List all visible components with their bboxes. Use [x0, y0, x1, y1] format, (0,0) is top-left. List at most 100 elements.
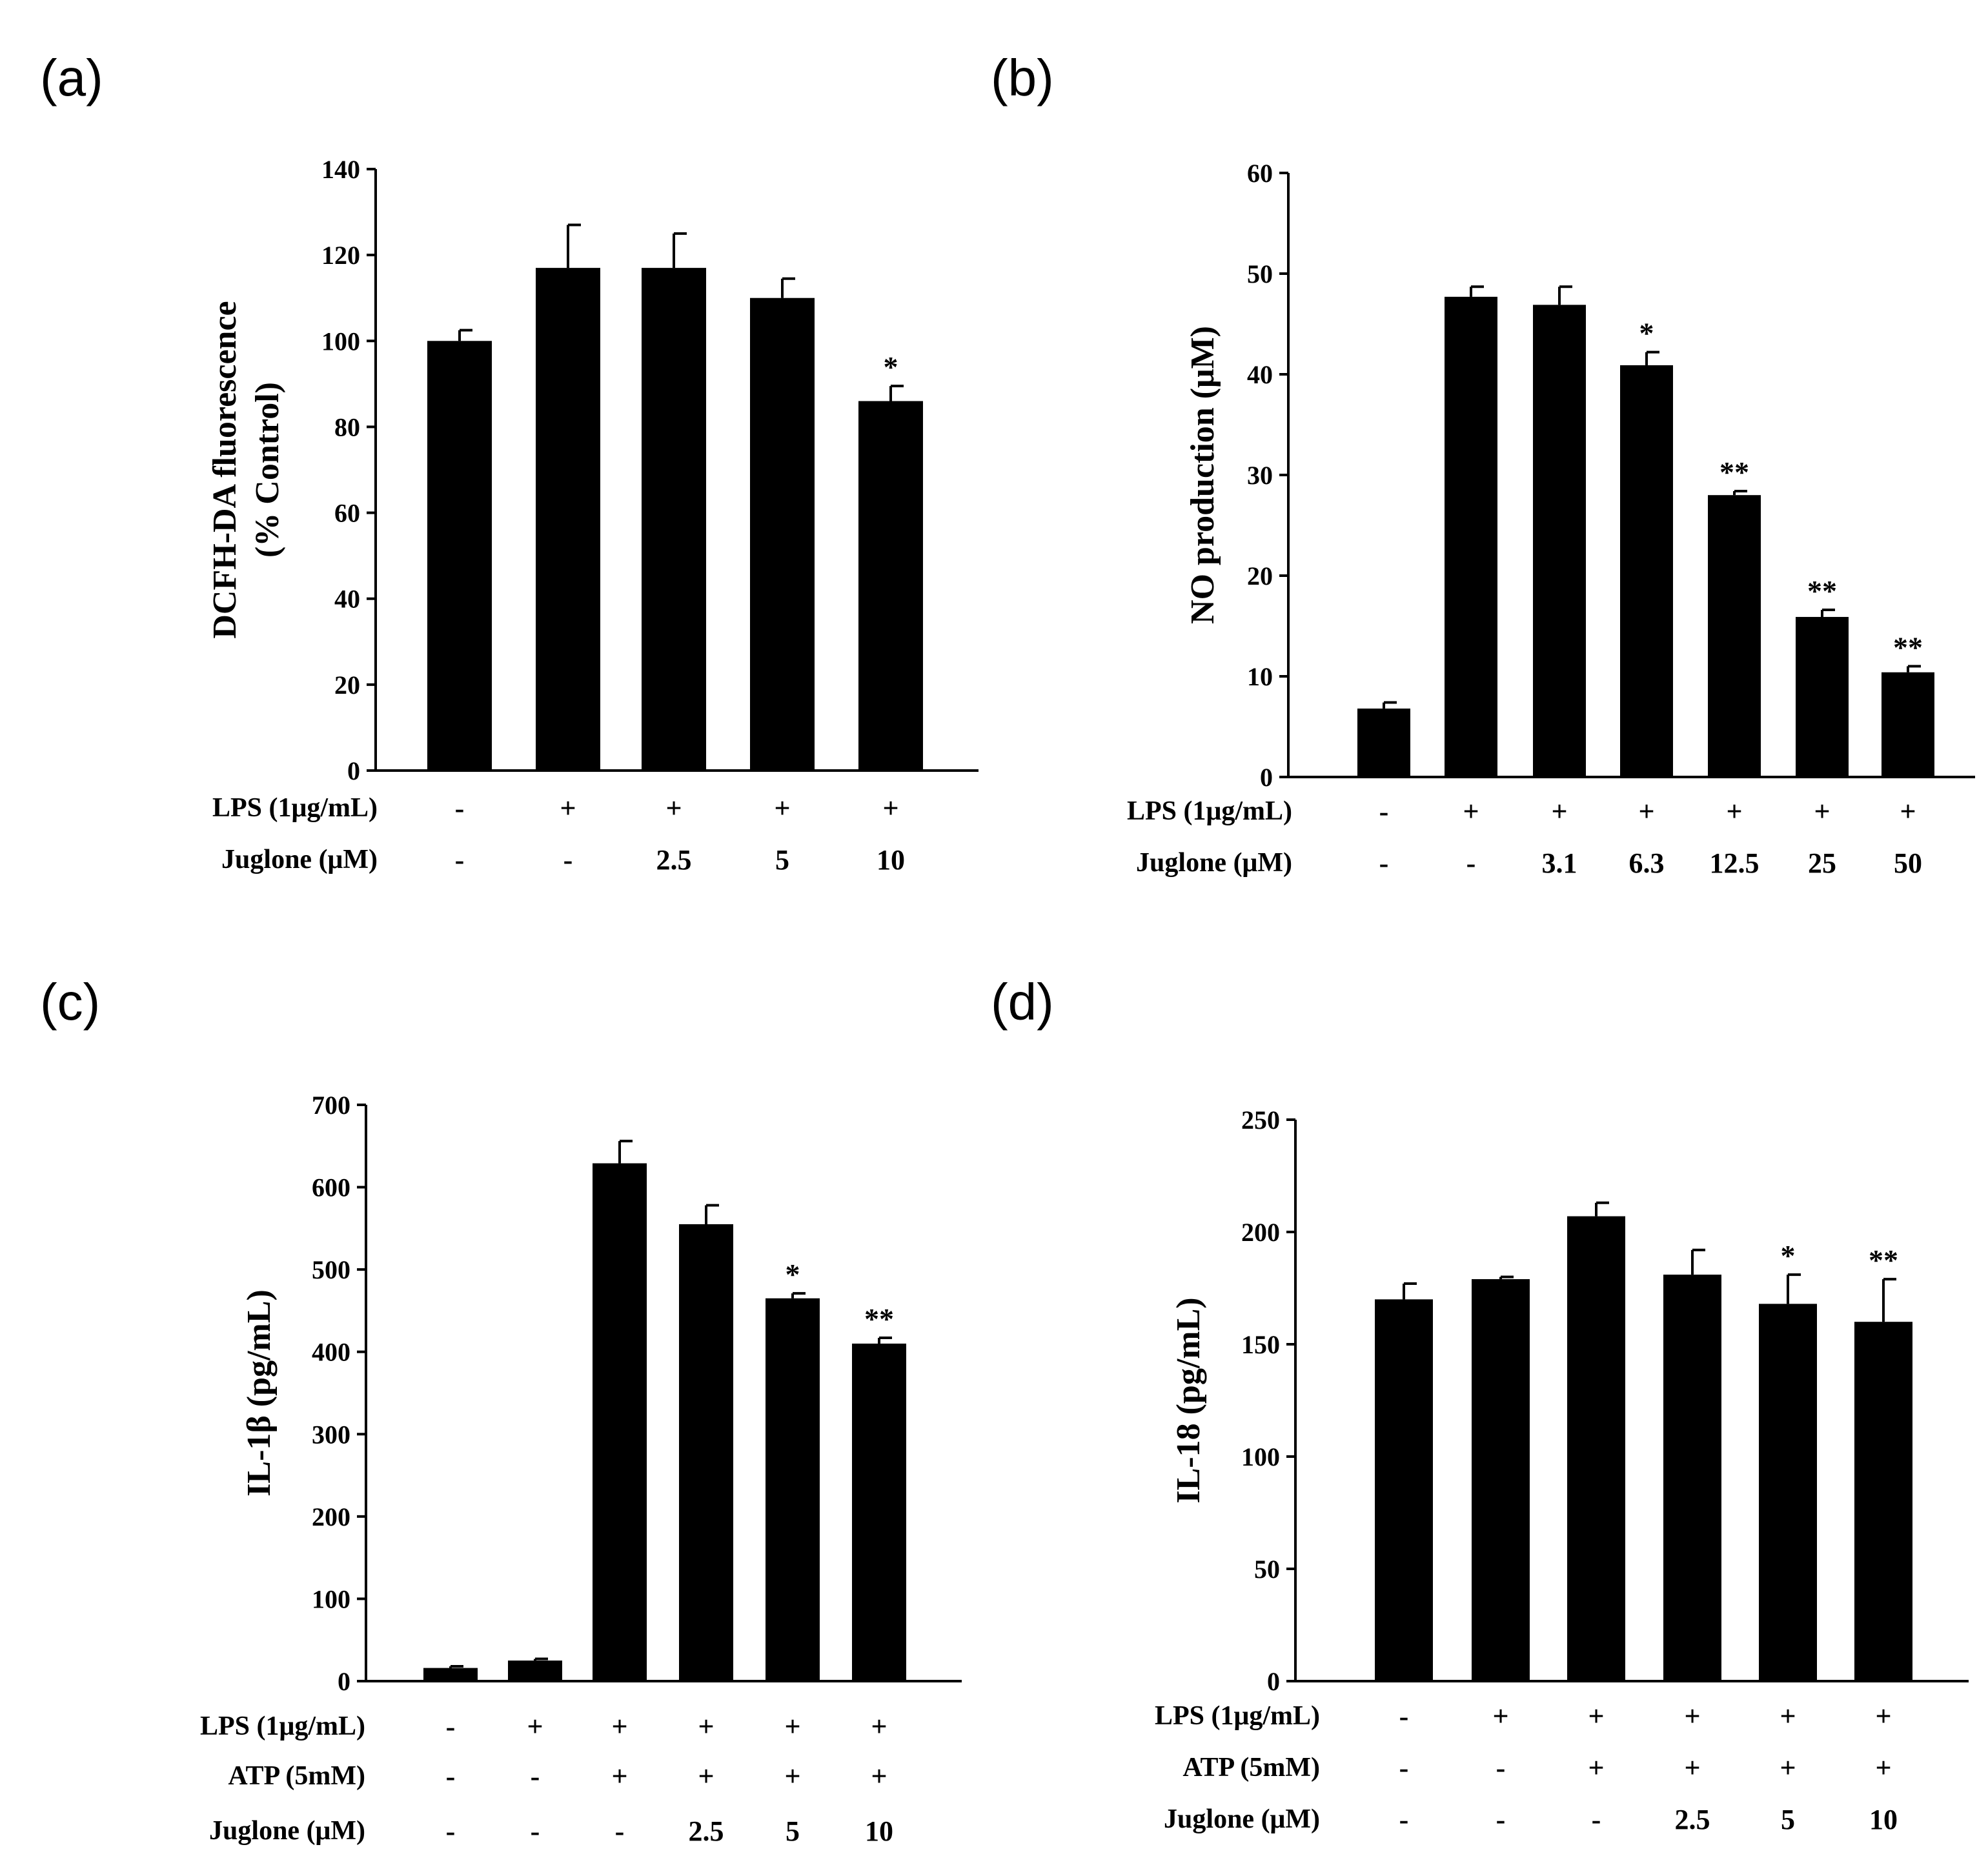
bar — [1357, 708, 1410, 777]
condition-label: LPS (1μg/mL) — [1127, 796, 1292, 826]
condition-value: + — [698, 1711, 714, 1742]
y-tick-label: 100 — [312, 1584, 350, 1613]
bar — [852, 1343, 906, 1681]
bar — [1375, 1299, 1433, 1681]
panel-a: (a) 0 20 40 60 80 100 120 140 DCFH-DA fluorescenc… — [40, 49, 979, 876]
significance-marker: * — [1639, 317, 1654, 350]
y-tick-label: 120 — [321, 241, 360, 270]
y-tick-label: 200 — [312, 1502, 350, 1531]
bar — [427, 341, 492, 771]
condition-value: - — [1399, 1752, 1409, 1784]
condition-value: - — [1399, 1700, 1409, 1732]
significance-marker: ** — [1719, 456, 1749, 489]
condition-value: + — [1492, 1700, 1508, 1732]
bar — [1663, 1275, 1721, 1681]
condition-value: + — [1463, 796, 1479, 827]
condition-value: - — [446, 1761, 456, 1792]
condition-label: Juglone (μM) — [209, 1816, 365, 1846]
condition-value: 5 — [775, 844, 789, 876]
condition-value: 6.3 — [1629, 847, 1665, 879]
condition-label: Juglone (μM) — [1136, 848, 1292, 878]
y-axis-title: IL-1β (pg/mL) — [241, 1289, 278, 1497]
bar — [1708, 495, 1761, 777]
condition-value: + — [784, 1761, 800, 1792]
significance-marker: * — [786, 1258, 800, 1291]
y-tick-label: 150 — [1241, 1330, 1280, 1359]
condition-value: - — [531, 1815, 540, 1847]
condition-value: + — [1684, 1752, 1700, 1784]
y-tick-label: 500 — [312, 1255, 350, 1284]
bar — [423, 1668, 478, 1681]
condition-value: - — [1496, 1804, 1506, 1835]
y-tick-label: 0 — [1260, 763, 1273, 792]
bar — [536, 268, 600, 771]
condition-value: + — [611, 1761, 627, 1792]
condition-value: + — [1588, 1752, 1604, 1784]
bar — [1445, 296, 1497, 777]
bar — [858, 401, 923, 771]
y-tick-label: 30 — [1247, 461, 1273, 490]
y-axis-title: DCFH-DA fluorescence — [207, 301, 243, 638]
condition-value: - — [446, 1815, 456, 1847]
condition-value: 10 — [877, 844, 905, 876]
condition-value: 2.5 — [656, 844, 692, 876]
condition-label: LPS (1μg/mL) — [212, 793, 378, 823]
condition-value: + — [1814, 796, 1830, 827]
significance-marker: ** — [864, 1302, 894, 1335]
condition-value: 2.5 — [1675, 1804, 1710, 1835]
y-axis-title: NO production (μM) — [1184, 326, 1221, 624]
condition-value: - — [1379, 847, 1389, 879]
panel-label: (a) — [40, 49, 103, 106]
condition-value: - — [563, 844, 573, 876]
y-tick-label: 300 — [312, 1420, 350, 1449]
significance-marker: * — [1781, 1239, 1796, 1272]
bar — [1854, 1322, 1912, 1681]
panel-label: (d) — [991, 973, 1054, 1031]
y-tick-label: 40 — [334, 585, 360, 614]
condition-value: + — [774, 792, 790, 824]
condition-value: + — [560, 792, 576, 824]
condition-value: + — [611, 1711, 627, 1742]
condition-value: - — [531, 1761, 540, 1792]
bar — [750, 298, 815, 771]
condition-value: + — [1900, 796, 1916, 827]
condition-value: 5 — [786, 1815, 800, 1847]
significance-marker: ** — [1807, 574, 1837, 607]
y-tick-label: 400 — [312, 1338, 350, 1367]
condition-value: + — [1875, 1700, 1891, 1732]
y-tick-label: 0 — [1267, 1667, 1280, 1696]
y-tick-label: 80 — [334, 412, 360, 441]
y-tick-label: 20 — [1247, 561, 1273, 590]
y-tick-label: 250 — [1241, 1105, 1280, 1135]
significance-marker: ** — [1893, 631, 1923, 663]
condition-value: 50 — [1894, 847, 1922, 879]
bar — [593, 1163, 647, 1681]
condition-value: 12.5 — [1710, 847, 1760, 879]
condition-value: + — [1684, 1700, 1700, 1732]
condition-value: 2.5 — [689, 1815, 724, 1847]
condition-value: + — [1780, 1752, 1796, 1784]
condition-value: + — [871, 1711, 887, 1742]
condition-value: + — [882, 792, 898, 824]
condition-value: + — [1726, 796, 1742, 827]
condition-value: 25 — [1808, 847, 1836, 879]
condition-value: - — [1496, 1752, 1506, 1784]
y-tick-label: 10 — [1247, 662, 1273, 691]
y-tick-label: 50 — [1254, 1555, 1280, 1584]
condition-value: - — [615, 1815, 625, 1847]
condition-value: 5 — [1781, 1804, 1795, 1835]
y-tick-label: 0 — [338, 1667, 350, 1696]
bar — [1533, 305, 1586, 777]
condition-label: Juglone (μM) — [221, 845, 378, 874]
bar — [1882, 672, 1934, 777]
condition-value: + — [1551, 796, 1567, 827]
bar — [1567, 1216, 1625, 1681]
condition-value: - — [1379, 796, 1389, 827]
y-tick-label: 60 — [1247, 159, 1273, 188]
condition-value: + — [871, 1761, 887, 1792]
condition-value: + — [1875, 1752, 1891, 1784]
panel-label: (c) — [40, 973, 100, 1031]
